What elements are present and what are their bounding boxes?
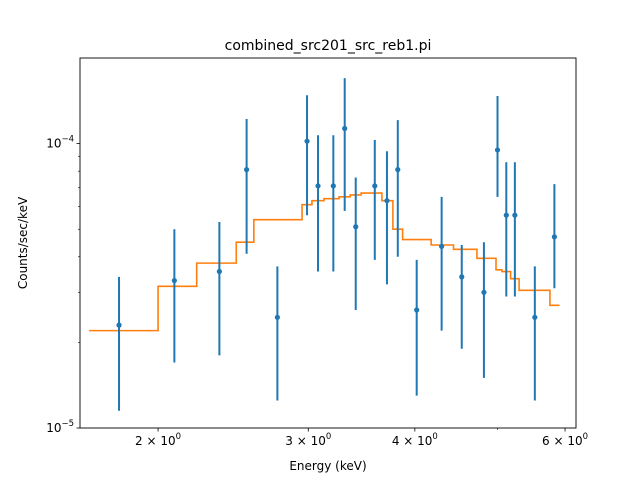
data-point (503, 212, 509, 218)
data-point (304, 138, 310, 144)
data-point (116, 322, 122, 328)
data-point (395, 167, 401, 173)
data-point (414, 307, 420, 313)
chart-title: combined_src201_src_reb1.pi (225, 38, 432, 54)
data-point (512, 212, 518, 218)
data-point (330, 183, 336, 189)
data-point (216, 268, 222, 275)
data-point (342, 125, 348, 132)
data-point (384, 198, 390, 204)
data-point (315, 183, 321, 189)
axes: 2 × 100 3 × 100 4 × 100 6 × 100 10−5 10−4 (46, 57, 588, 448)
data-point (372, 183, 378, 189)
y-tick-label: 10−4 (46, 135, 74, 151)
data-point (244, 167, 250, 173)
data-point (551, 234, 558, 240)
y-tick-label: 10−5 (46, 419, 74, 435)
data-point (439, 243, 445, 250)
plot-area (89, 78, 560, 411)
data-point (274, 314, 280, 320)
y-axis-label: Counts/sec/keV (16, 196, 30, 289)
x-tick-label: 2 × 100 (135, 432, 181, 448)
data-point (459, 274, 465, 280)
data-point (481, 289, 487, 295)
data-point (353, 224, 359, 230)
x-tick-label: 4 × 100 (392, 432, 438, 448)
model-step-line (89, 192, 560, 332)
data-point (532, 314, 538, 320)
data-point (171, 277, 177, 284)
data-point (494, 147, 501, 153)
x-axis-label: Energy (keV) (289, 459, 366, 473)
x-tick-label: 3 × 100 (285, 432, 331, 448)
x-tick-label: 6 × 100 (542, 432, 588, 448)
plot-frame (79, 57, 577, 429)
